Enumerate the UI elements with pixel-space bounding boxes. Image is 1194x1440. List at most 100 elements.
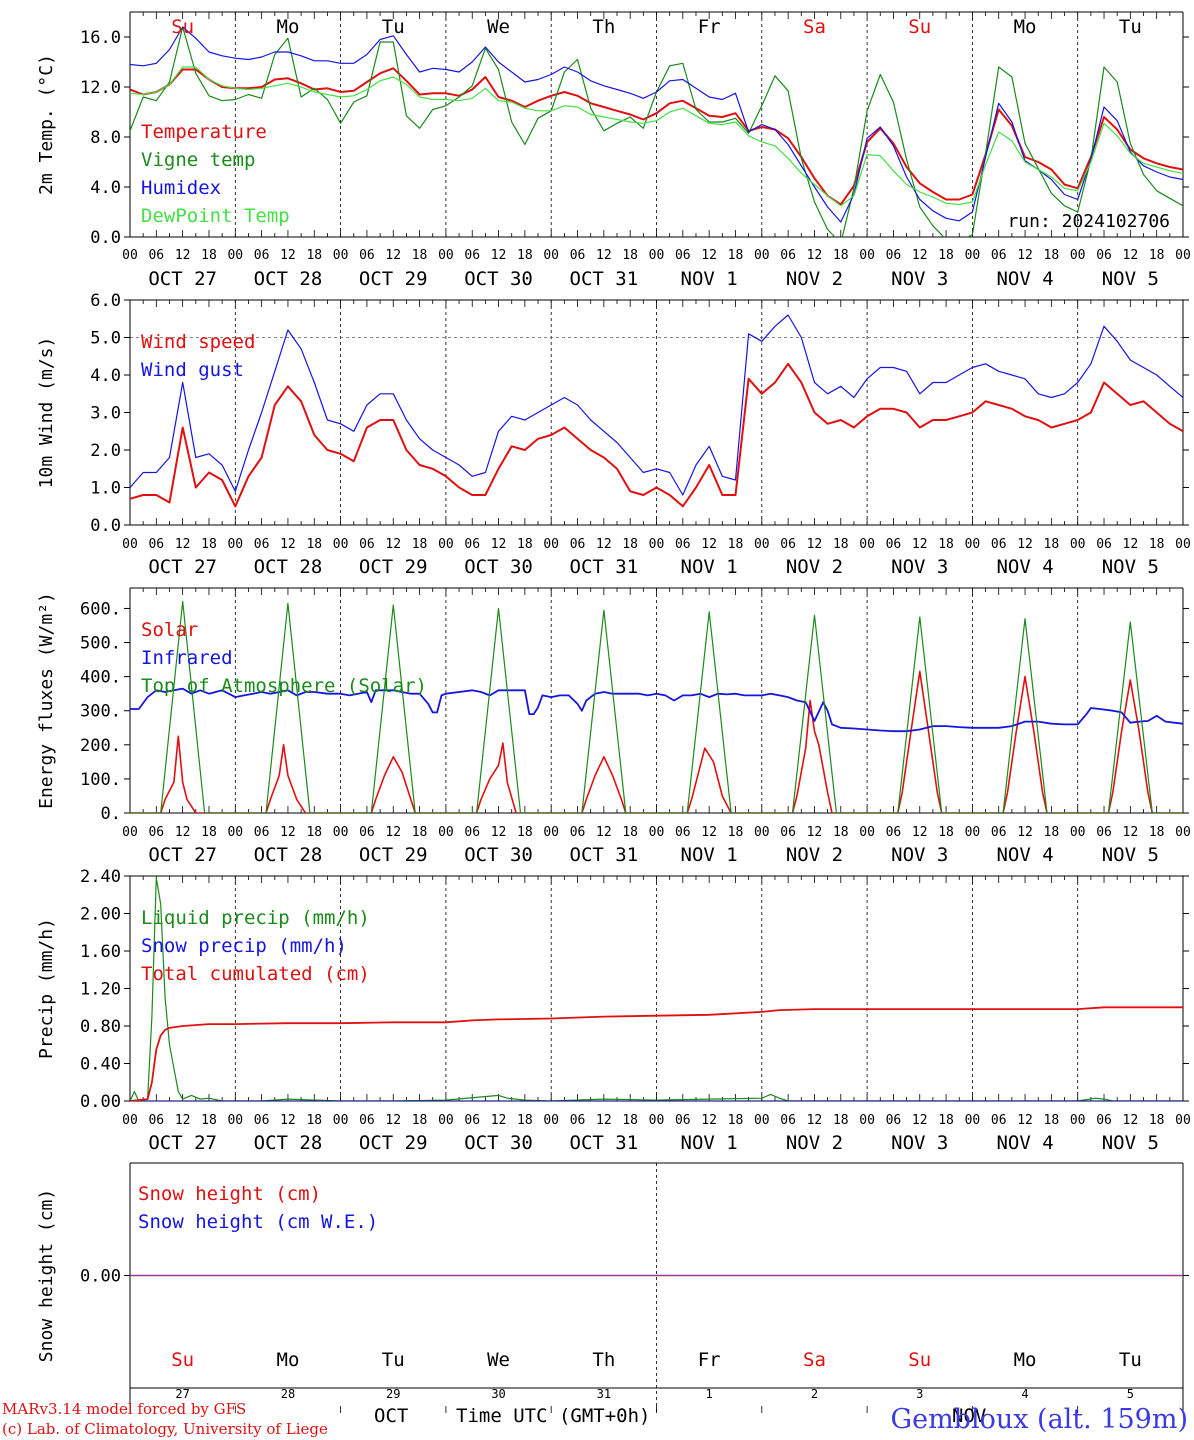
hour-tick-label: 18	[306, 537, 322, 552]
y-tick-label: 2.00	[80, 905, 121, 925]
hour-tick-label: 18	[938, 1113, 954, 1128]
hour-tick-label: 00	[122, 1113, 138, 1128]
footer-credit: (c) Lab. of Climatology, University of L…	[2, 1420, 328, 1438]
hour-tick-label: 00	[965, 1113, 981, 1128]
hour-tick-label: 12	[807, 248, 823, 263]
hour-tick-label: 06	[359, 825, 375, 840]
panel-3: 0. 100. 200. 300. 400. 500. 600. Energy fluxes …	[36, 587, 1191, 866]
day-number-label: 27	[175, 1387, 189, 1401]
hour-tick-label: 12	[1123, 537, 1139, 552]
y-tick-label: 400.	[80, 668, 121, 688]
hour-tick-label: 06	[1096, 1113, 1112, 1128]
day-number-label: 2	[811, 1387, 818, 1401]
weekday-label: We	[487, 1349, 510, 1371]
hour-tick-label: 12	[596, 248, 612, 263]
hour-tick-label: 00	[754, 1113, 770, 1128]
y-tick-label: 0.0	[90, 516, 121, 536]
run-annotation: run: 2024102706	[1007, 211, 1170, 232]
date-label: OCT 31	[570, 844, 639, 866]
hour-tick-label: 18	[412, 1113, 428, 1128]
day-number-label: 29	[386, 1387, 400, 1401]
hour-tick-label: 00	[438, 825, 454, 840]
date-label: NOV 4	[996, 844, 1053, 866]
series-line-total-cumulated-cm	[130, 1006, 1183, 1101]
y-tick-label: 0.0	[90, 228, 121, 248]
weekday-label: Th	[592, 16, 615, 38]
series-line-dewpoint-temp	[130, 66, 1183, 207]
legend-entry: Snow precip (mm/h)	[141, 935, 347, 957]
hour-tick-label: 12	[1123, 825, 1139, 840]
hour-tick-label: 18	[622, 1113, 638, 1128]
hour-tick-label: 18	[1149, 1113, 1165, 1128]
hour-tick-label: 00	[1070, 825, 1086, 840]
hour-tick-label: 06	[780, 1113, 796, 1128]
hour-tick-label: 06	[148, 537, 164, 552]
legend-entry: Temperature	[141, 121, 267, 143]
weekday-label: Mo	[1014, 16, 1037, 38]
date-label: OCT 30	[464, 1132, 533, 1154]
hour-tick-label: 18	[938, 537, 954, 552]
hour-tick-label: 06	[1096, 537, 1112, 552]
weekday-label: Th	[592, 1349, 615, 1371]
hour-tick-label: 18	[622, 248, 638, 263]
y-tick-label: 16.0	[80, 28, 121, 48]
hour-tick-label: 18	[306, 248, 322, 263]
hour-tick-label: 18	[622, 537, 638, 552]
series-line-humidex	[130, 26, 1183, 223]
weekday-label: Sa	[803, 16, 826, 38]
y-tick-label: 200.	[80, 736, 121, 756]
hour-tick-label: 00	[438, 537, 454, 552]
hour-tick-label: 12	[385, 825, 401, 840]
weekday-label: Tu	[382, 1349, 405, 1371]
date-label: NOV 1	[681, 268, 738, 290]
panel-1: 0.0 4.0 8.0 12.0 16.0 2m Temp. (°C) Temperatur…	[36, 11, 1191, 290]
hour-tick-label: 06	[148, 825, 164, 840]
panel-4: 0.00 0.40 0.80 1.20 1.60 2.00 2.40 Precip (mm/h…	[36, 867, 1191, 1154]
x-axis-title: Time UTC (GMT+0h)	[456, 1405, 650, 1427]
y-tick-label: 3.0	[90, 404, 121, 424]
date-label: NOV 3	[891, 844, 948, 866]
hour-tick-label: 06	[780, 248, 796, 263]
hour-tick-label: 06	[359, 537, 375, 552]
date-label: NOV 2	[786, 1132, 843, 1154]
legend-entry: Top of Atmosphere (Solar)	[141, 675, 427, 697]
y-tick-label: 4.0	[90, 178, 121, 198]
hour-tick-label: 06	[780, 537, 796, 552]
y-tick-label: 0.00	[80, 1267, 121, 1287]
series-line-liquid-precip-mm-h	[130, 877, 1183, 1101]
date-label: OCT 27	[148, 844, 217, 866]
date-label: OCT 30	[464, 844, 533, 866]
legend-entry: Snow height (cm W.E.)	[138, 1211, 378, 1233]
hour-tick-label: 00	[1175, 248, 1191, 263]
hour-tick-label: 12	[385, 248, 401, 263]
date-label: NOV 2	[786, 844, 843, 866]
hour-tick-label: 18	[622, 825, 638, 840]
hour-tick-label: 06	[359, 248, 375, 263]
footer-month-nov: NOV	[952, 1405, 986, 1427]
hour-tick-label: 18	[1044, 537, 1060, 552]
hour-tick-label: 00	[333, 537, 349, 552]
hour-tick-label: 00	[543, 248, 559, 263]
y-axis-label: 2m Temp. (°C)	[36, 54, 57, 195]
hour-tick-label: 18	[728, 825, 744, 840]
hour-tick-label: 06	[254, 1113, 270, 1128]
date-label: OCT 27	[148, 268, 217, 290]
hour-tick-label: 06	[780, 825, 796, 840]
day-number-label: 5	[1127, 1387, 1134, 1401]
hour-tick-label: 12	[912, 248, 928, 263]
date-label: NOV 5	[1102, 268, 1159, 290]
hour-tick-label: 18	[412, 537, 428, 552]
day-number-label: 1	[706, 1387, 713, 1401]
weekday-label: Mo	[277, 1349, 300, 1371]
hour-tick-label: 18	[728, 537, 744, 552]
legend-entry: Total cumulated (cm)	[141, 963, 370, 985]
hour-tick-label: 12	[807, 1113, 823, 1128]
hour-tick-label: 12	[807, 825, 823, 840]
hour-tick-label: 00	[859, 248, 875, 263]
hour-tick-label: 00	[543, 825, 559, 840]
y-tick-label: 100.	[80, 770, 121, 790]
date-label: NOV 5	[1102, 844, 1159, 866]
weekday-label: Mo	[1014, 1349, 1037, 1371]
weekday-label: Tu	[1119, 16, 1142, 38]
hour-tick-label: 00	[122, 825, 138, 840]
